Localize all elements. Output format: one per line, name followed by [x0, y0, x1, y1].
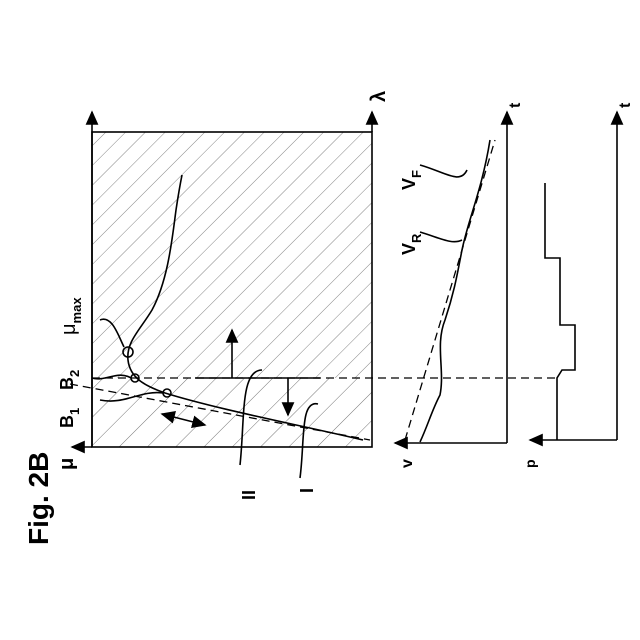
label: B	[57, 415, 77, 428]
diagram-lines	[70, 112, 617, 478]
label: t	[617, 102, 634, 108]
label: B2	[57, 370, 82, 390]
label: B1	[57, 408, 82, 428]
label-sub: 2	[67, 370, 82, 377]
label-sub: R	[409, 233, 424, 243]
label: μ	[58, 323, 80, 335]
label: p	[522, 459, 538, 468]
label-sub: 1	[67, 408, 82, 415]
label: μ	[56, 458, 78, 470]
label: II	[239, 490, 259, 500]
figure-title: Fig. 2B	[23, 452, 54, 545]
label: V	[399, 243, 419, 255]
label: V	[399, 178, 419, 190]
label: t	[507, 102, 524, 108]
figure: Fig. 2B λ μ μmax B2 B1 II I VF VR v t t …	[0, 0, 640, 640]
label: I	[297, 488, 317, 493]
label: B	[57, 377, 77, 390]
label-sub: F	[409, 170, 424, 178]
label: v	[399, 459, 416, 468]
label-sub: max	[69, 297, 84, 324]
label: VR	[399, 233, 424, 255]
label: VF	[399, 170, 424, 190]
label: λ	[368, 91, 390, 102]
label: μmax	[58, 297, 84, 335]
